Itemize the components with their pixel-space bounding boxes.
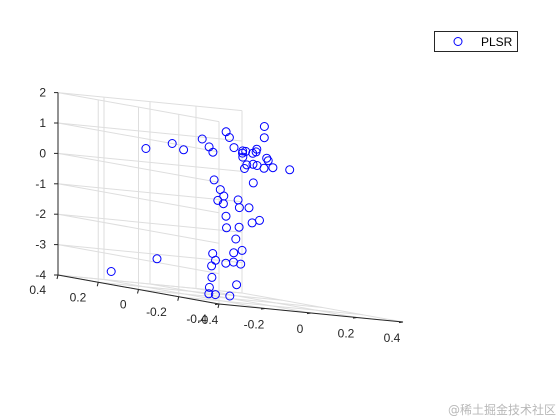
x-tick-mark	[214, 303, 220, 306]
x-tick-label: -0.2	[244, 318, 265, 332]
grid-line	[138, 289, 323, 308]
data-point	[259, 122, 269, 131]
grid-line	[57, 213, 243, 233]
data-point	[210, 290, 220, 300]
data-point	[240, 164, 249, 173]
x-tick-label: 0.2	[338, 327, 355, 341]
z-tick-label: -3	[35, 238, 46, 252]
z-tick-label: 0	[39, 146, 46, 160]
y-tick-label: 0	[120, 298, 127, 312]
data-point	[238, 152, 248, 162]
data-point	[268, 163, 278, 173]
watermark: @稀土掘金技术社区	[447, 403, 556, 417]
z-tick-label: -4	[35, 268, 46, 282]
y-tick-label: -0.2	[146, 305, 167, 319]
y-tick-label: -0.4	[186, 312, 207, 326]
grid-line	[98, 281, 283, 301]
data-point	[207, 261, 217, 271]
y-tick-label: 0.4	[29, 283, 46, 297]
plsr-points	[106, 122, 295, 301]
grid-line	[57, 213, 220, 244]
data-point	[225, 291, 235, 301]
grid-line	[57, 183, 220, 214]
grid-line	[57, 152, 243, 172]
data-point	[252, 144, 262, 154]
axes-lines	[54, 92, 404, 324]
data-point	[179, 145, 189, 155]
data-point	[285, 165, 295, 175]
data-point	[232, 280, 242, 290]
x-tick-mark	[260, 308, 266, 310]
data-point	[263, 156, 273, 166]
data-point	[237, 245, 247, 255]
z-tick-label: 2	[39, 86, 46, 100]
tick-labels: -0.4 -0.2 0 0.2 0.4-0.4-0.200.20.4-4-3-2-101…	[29, 86, 400, 345]
data-point	[259, 133, 269, 143]
grid-line	[57, 244, 220, 275]
data-point	[255, 215, 264, 225]
data-point	[262, 153, 272, 163]
x-tick-label: 0.4	[384, 331, 401, 345]
y-tick-label: 0.2	[70, 290, 87, 304]
data-point	[141, 144, 151, 153]
x-tick-mark	[306, 312, 312, 315]
data-point	[197, 134, 207, 144]
data-point	[221, 211, 231, 221]
grid-line	[57, 92, 243, 112]
legend-box	[434, 31, 518, 52]
grid-line	[57, 92, 220, 123]
grid-line	[57, 122, 220, 153]
grid-line	[57, 274, 243, 294]
data-point	[231, 234, 241, 244]
x-tick-label: -0.4	[198, 313, 219, 327]
grid-line	[57, 152, 220, 183]
y-tick-mark	[137, 289, 139, 294]
data-point	[222, 223, 231, 233]
x-tick-mark	[352, 317, 358, 319]
data-point	[218, 199, 228, 209]
grid-line	[178, 296, 363, 316]
data-point	[204, 282, 214, 292]
grid-line	[57, 183, 243, 203]
y-tick-mark	[56, 274, 59, 280]
y-tick-mark	[177, 296, 180, 301]
data-point	[229, 143, 239, 153]
z-tick-label: -2	[35, 207, 46, 221]
data-point	[207, 272, 217, 282]
legend-marker-circle-icon	[453, 37, 463, 46]
z-tick-label: -1	[35, 177, 46, 191]
x-tick-label: 0	[297, 322, 304, 336]
data-point	[241, 146, 251, 156]
data-point	[167, 139, 177, 148]
y-tick-mark	[217, 303, 220, 309]
data-point	[152, 254, 162, 264]
data-point	[106, 267, 116, 276]
data-point	[229, 248, 239, 258]
data-point	[244, 203, 254, 213]
z-tick-label: 1	[39, 116, 46, 130]
data-point	[221, 127, 231, 137]
y-tick-mark	[96, 282, 99, 287]
x-tick-mark	[398, 321, 404, 324]
data-point	[248, 159, 258, 169]
grid-line	[57, 122, 243, 142]
data-point	[209, 175, 219, 185]
data-point	[208, 147, 218, 157]
data-point	[234, 203, 244, 213]
legend[interactable]: PLSR	[434, 31, 518, 52]
data-point	[248, 178, 258, 188]
legend-label: PLSR	[481, 35, 513, 49]
data-point	[259, 163, 269, 173]
data-point	[236, 259, 246, 269]
data-point	[234, 222, 244, 232]
data-point	[204, 289, 214, 299]
